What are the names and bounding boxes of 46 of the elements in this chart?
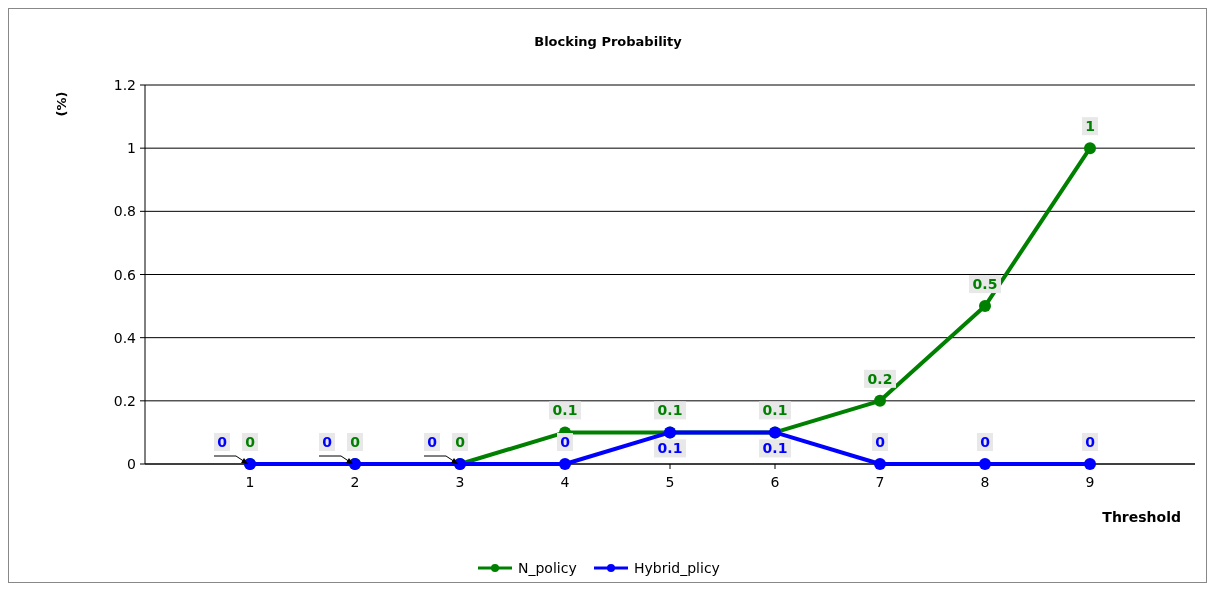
data-label: 0 [455,434,466,450]
data-label: 0.1 [762,440,788,457]
point [979,300,991,313]
legend-label: Hybrid_plicy [634,560,720,576]
x-tick-label: 7 [875,474,885,490]
data-label: 0 [350,434,361,450]
point [1084,458,1096,470]
point [979,458,991,470]
x-tick-label: 9 [1085,474,1095,490]
data-label: 0.1 [657,440,683,457]
data-label: 0.1 [657,402,683,419]
x-tick-label: 8 [980,474,990,490]
x-tick-label: 3 [455,474,465,490]
point [874,458,886,470]
y-tick-label: 0.4 [113,329,137,346]
data-label: 0.1 [552,402,578,419]
y-tick-label: 1.2 [113,77,136,93]
data-label: 0 [1085,434,1096,450]
y-axis-title: (%) [54,91,69,117]
data-label: 0 [427,434,438,450]
data-label: 0 [560,434,571,450]
x-tick-label: 5 [665,474,675,490]
x-tick-label: 6 [770,474,780,490]
legend-label: N_policy [518,560,577,576]
x-tick-label: 1 [245,474,255,490]
data-label: 0 [322,434,333,450]
y-tick-label: 0 [127,456,136,472]
data-label: 1 [1085,118,1095,135]
y-tick-label: 0.8 [113,203,136,220]
x-tick-label: 4 [560,474,570,490]
point [559,458,571,470]
data-label: 0.2 [867,370,893,387]
data-label: 0 [980,434,991,450]
data-label: 0 [245,434,256,450]
chart-title: Blocking Probability [534,34,683,49]
data-label: 0 [875,434,886,450]
data-label: 0.1 [762,402,788,419]
y-tick-label: 0.6 [113,266,137,283]
x-axis-title: Threshold [1102,509,1181,525]
data-label: 0.5 [972,276,998,293]
x-tick-label: 2 [350,474,360,490]
data-label: 0 [217,434,228,450]
point [874,394,886,407]
point [1084,142,1096,155]
y-tick-label: 0.2 [113,392,136,409]
y-tick-label: 1 [127,140,136,157]
